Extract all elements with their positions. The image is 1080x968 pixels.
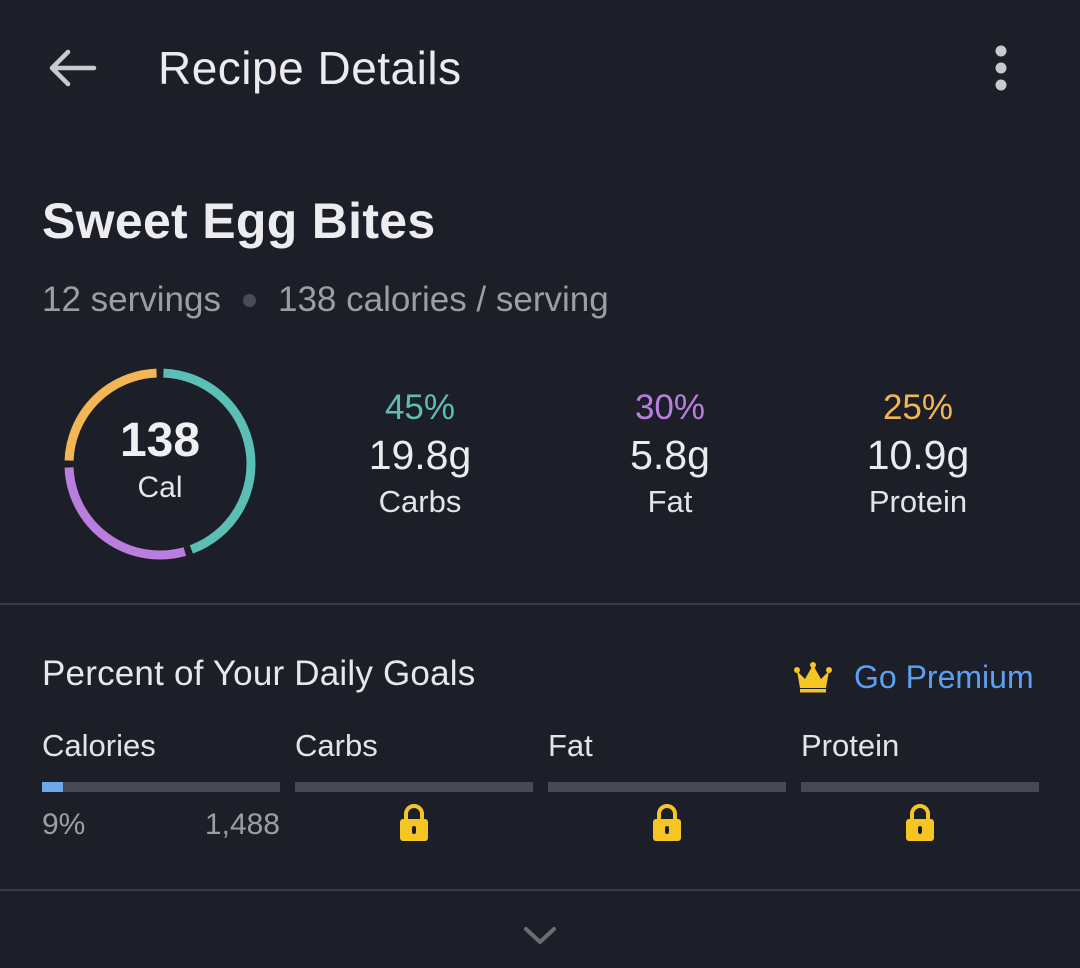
goal-calories: Calories 9% 1,488 bbox=[42, 726, 280, 856]
goal-target: 1,488 bbox=[204, 808, 280, 841]
section-divider bbox=[0, 603, 1080, 605]
lock-icon[interactable] bbox=[904, 804, 936, 842]
chevron-down-icon bbox=[524, 927, 556, 944]
more-options-button[interactable] bbox=[972, 36, 1030, 100]
separator-dot bbox=[242, 293, 256, 307]
recipe-meta: 12 servings 138 calories / serving bbox=[42, 280, 609, 320]
arrow-left-icon bbox=[49, 49, 97, 87]
calorie-unit: Cal bbox=[137, 471, 183, 504]
macro-percent: 25% bbox=[882, 388, 954, 427]
macro-grams: 5.8g bbox=[630, 432, 710, 478]
ring-center: 138 Cal bbox=[60, 364, 260, 564]
app-bar: Recipe Details bbox=[0, 0, 1080, 136]
calories-per-serving-text: 138 calories / serving bbox=[277, 280, 609, 319]
macro-percent: 45% bbox=[384, 388, 456, 427]
crown-icon bbox=[794, 662, 832, 693]
ring-segment-protein bbox=[64, 368, 157, 461]
calorie-value: 138 bbox=[119, 414, 201, 467]
goal-progress-fill bbox=[42, 782, 64, 792]
servings-text: 12 servings bbox=[42, 280, 221, 319]
goal-name: Calories bbox=[42, 728, 156, 763]
expand-button[interactable] bbox=[515, 914, 565, 958]
macro-name: Carbs bbox=[378, 484, 462, 519]
macro-carbs: 45% 19.8g Carbs bbox=[320, 386, 520, 524]
macro-name: Protein bbox=[868, 484, 968, 519]
recipe-summary: Sweet Egg Bites 12 servings 138 calories… bbox=[0, 136, 1080, 604]
go-premium-link[interactable]: Go Premium bbox=[794, 654, 1034, 700]
goal-fat: Fat bbox=[548, 726, 786, 856]
goal-progress-track bbox=[295, 782, 533, 792]
more-vert-icon bbox=[995, 45, 1007, 91]
goal-name: Protein bbox=[801, 728, 900, 763]
lock-icon[interactable] bbox=[398, 804, 430, 842]
macro-percent: 30% bbox=[634, 388, 706, 427]
goal-progress-track bbox=[801, 782, 1039, 792]
macro-fat: 30% 5.8g Fat bbox=[570, 386, 770, 524]
ring-segment-fat bbox=[64, 467, 187, 560]
goal-carbs: Carbs bbox=[295, 726, 533, 856]
go-premium-label: Go Premium bbox=[854, 658, 1034, 695]
calorie-ring-chart bbox=[64, 368, 256, 560]
goal-name: Carbs bbox=[295, 728, 378, 763]
ring-segment-carbs bbox=[163, 368, 256, 554]
goal-progress-track bbox=[548, 782, 786, 792]
back-button[interactable] bbox=[40, 36, 104, 100]
macro-grams: 10.9g bbox=[866, 432, 970, 478]
lock-icon[interactable] bbox=[651, 804, 683, 842]
macro-name: Fat bbox=[647, 484, 693, 519]
goal-percent: 9% bbox=[42, 808, 86, 841]
goal-protein: Protein bbox=[801, 726, 1039, 856]
calorie-ring: 138 Cal bbox=[60, 364, 260, 564]
goal-name: Fat bbox=[548, 728, 593, 763]
macro-grams: 19.8g bbox=[368, 432, 472, 478]
goal-progress-track bbox=[42, 782, 280, 792]
section-divider bbox=[0, 889, 1080, 891]
recipe-name: Sweet Egg Bites bbox=[42, 193, 436, 249]
page-title: Recipe Details bbox=[158, 42, 462, 94]
macro-protein: 25% 10.9g Protein bbox=[818, 386, 1018, 524]
daily-goals-title: Percent of Your Daily Goals bbox=[42, 654, 476, 693]
